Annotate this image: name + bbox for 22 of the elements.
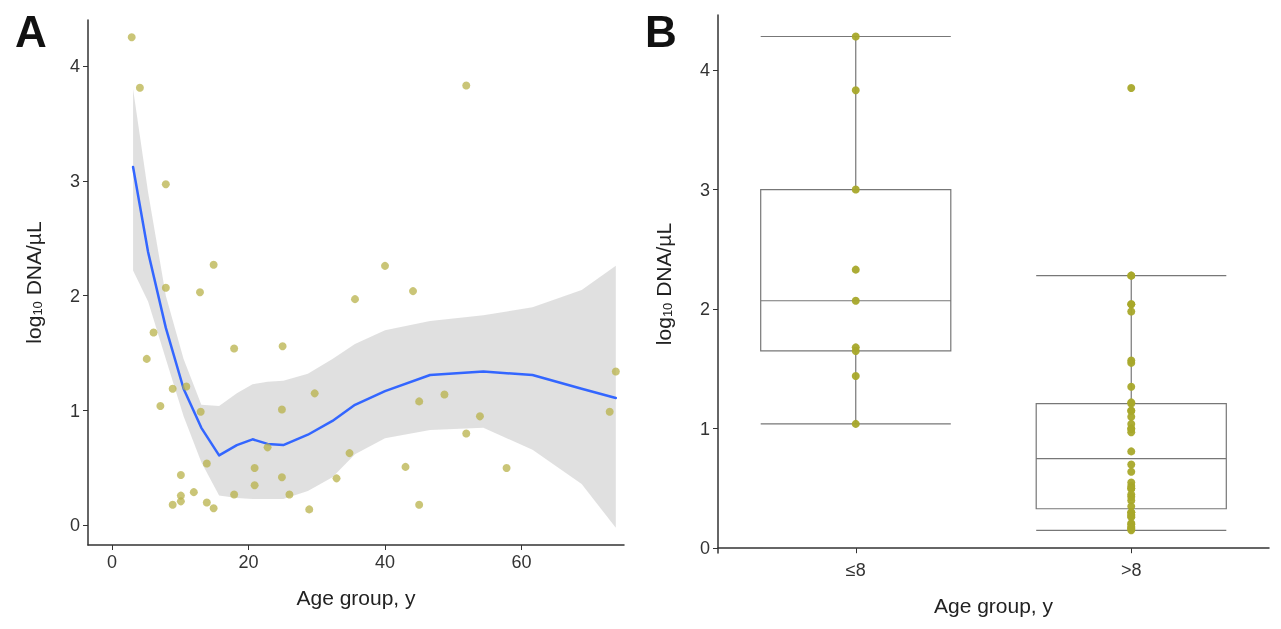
chart-title: A	[15, 6, 47, 56]
y-tick-label: 1	[699, 418, 710, 439]
y-tick-label: 0	[69, 515, 80, 536]
y-tick-label: 1	[69, 400, 80, 421]
y-axis-title: log10 DNA/µL	[652, 222, 675, 346]
x-tick-label: >8	[1120, 560, 1142, 580]
y-tick-label: 4	[69, 55, 80, 76]
x-tick-label: ≤8	[845, 560, 866, 580]
y-tick-label: 2	[69, 285, 80, 306]
y-tick-label: 3	[699, 179, 710, 200]
x-tick-label: 60	[511, 552, 532, 572]
x-tick-label: 0	[106, 552, 117, 572]
y-tick-label: 0	[699, 538, 710, 559]
x-tick-label: 20	[238, 552, 259, 572]
y-axis-title: log10 DNA/µL	[22, 221, 45, 344]
y-tick-label: 3	[69, 170, 80, 191]
y-tick-label: 4	[699, 60, 710, 80]
y-tick-label: 2	[699, 299, 710, 320]
chart-title: B	[645, 6, 677, 56]
x-axis-title: Age group, y	[296, 586, 417, 609]
x-axis-title: Age group, y	[933, 594, 1054, 617]
x-tick-label: 40	[375, 552, 396, 572]
